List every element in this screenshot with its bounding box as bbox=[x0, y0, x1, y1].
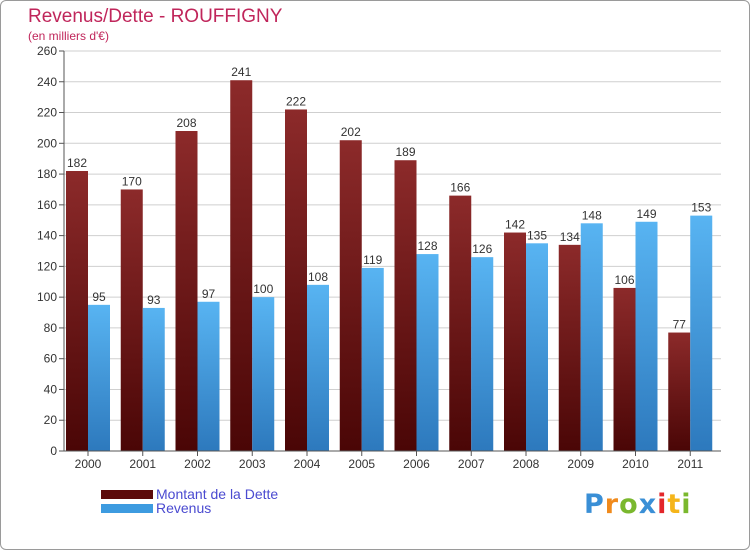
x-tick-label-2011: 2011 bbox=[677, 457, 703, 471]
x-tick-label-2003: 2003 bbox=[239, 457, 266, 471]
y-tick-label: 260 bbox=[37, 44, 57, 58]
data-label-revenus-2005: 119 bbox=[363, 253, 382, 267]
legend-swatch-debt bbox=[101, 490, 153, 499]
data-label-revenus-2000: 95 bbox=[92, 290, 106, 304]
y-tick-label: 20 bbox=[44, 413, 58, 427]
bar-revenus-2006 bbox=[416, 254, 439, 451]
bar-debt-2003 bbox=[230, 80, 253, 451]
chart-title: Revenus/Dette - ROUFFIGNY bbox=[28, 6, 283, 27]
proxiti-logo: Proxiti bbox=[584, 489, 692, 520]
bar-revenus-2009 bbox=[580, 223, 603, 451]
x-tick-label-2002: 2002 bbox=[184, 457, 211, 471]
data-label-revenus-2007: 126 bbox=[472, 242, 492, 256]
x-tick-label-2009: 2009 bbox=[567, 457, 594, 471]
bar-revenus-2010 bbox=[635, 221, 658, 451]
y-tick-label: 0 bbox=[50, 444, 57, 458]
bar-revenus-2011 bbox=[690, 215, 713, 451]
bar-debt-2008 bbox=[504, 232, 526, 451]
data-label-revenus-2006: 128 bbox=[417, 239, 437, 253]
data-label-debt-2001: 170 bbox=[122, 174, 142, 188]
bar-revenus-2008 bbox=[526, 243, 548, 451]
data-label-revenus-2008: 135 bbox=[527, 228, 547, 242]
chart-subtitle: (en milliers d'€) bbox=[28, 29, 109, 43]
y-tick-label: 200 bbox=[37, 136, 57, 150]
bar-debt-2009 bbox=[558, 244, 581, 451]
y-tick-label: 140 bbox=[37, 229, 57, 243]
bar-debt-2005 bbox=[339, 140, 362, 451]
data-label-debt-2002: 208 bbox=[176, 116, 196, 130]
bar-debt-2002 bbox=[175, 131, 198, 451]
data-label-debt-2011: 77 bbox=[673, 318, 687, 332]
bar-debt-2006 bbox=[394, 160, 417, 451]
bar-debt-2011 bbox=[668, 332, 691, 451]
data-label-debt-2003: 241 bbox=[231, 65, 251, 79]
bar-revenus-2005 bbox=[361, 267, 384, 451]
data-label-debt-2006: 189 bbox=[395, 145, 415, 159]
x-tick-label-2004: 2004 bbox=[294, 457, 321, 471]
legend-label-debt: Montant de la Dette bbox=[156, 486, 279, 502]
bar-revenus-2001 bbox=[142, 307, 165, 451]
bar-revenus-2000 bbox=[88, 304, 110, 451]
bar-debt-2001 bbox=[120, 189, 143, 451]
data-label-debt-2005: 202 bbox=[341, 125, 361, 139]
data-label-revenus-2010: 149 bbox=[636, 207, 656, 221]
y-tick-label: 40 bbox=[44, 382, 58, 396]
x-tick-label-2008: 2008 bbox=[513, 457, 540, 471]
y-tick-label: 80 bbox=[44, 321, 58, 335]
data-label-debt-2000: 182 bbox=[67, 156, 87, 170]
bar-debt-2004 bbox=[285, 109, 307, 451]
x-tick-label-2005: 2005 bbox=[348, 457, 375, 471]
legend-label-revenus: Revenus bbox=[156, 500, 212, 516]
x-tick-label-2007: 2007 bbox=[458, 457, 485, 471]
y-tick-label: 120 bbox=[37, 259, 57, 273]
data-label-revenus-2009: 148 bbox=[582, 208, 602, 222]
bar-revenus-2002 bbox=[197, 301, 220, 451]
data-label-debt-2004: 222 bbox=[286, 94, 306, 108]
data-label-debt-2008: 142 bbox=[505, 218, 525, 232]
y-tick-label: 220 bbox=[37, 106, 57, 120]
bar-revenus-2004 bbox=[307, 284, 329, 451]
data-label-debt-2009: 134 bbox=[560, 230, 580, 244]
y-tick-label: 160 bbox=[37, 198, 57, 212]
x-tick-label-2006: 2006 bbox=[403, 457, 430, 471]
data-label-debt-2007: 166 bbox=[450, 181, 470, 195]
y-tick-label: 100 bbox=[37, 290, 57, 304]
bar-revenus-2007 bbox=[471, 257, 494, 451]
data-label-revenus-2004: 108 bbox=[308, 270, 328, 284]
data-label-revenus-2002: 97 bbox=[202, 287, 216, 301]
legend-swatch-revenus bbox=[101, 504, 153, 513]
y-tick-label: 240 bbox=[37, 75, 57, 89]
x-tick-label-2001: 2001 bbox=[129, 457, 156, 471]
bar-debt-2010 bbox=[613, 287, 636, 451]
bar-debt-2007 bbox=[449, 195, 472, 451]
data-label-revenus-2001: 93 bbox=[147, 293, 161, 307]
x-tick-label-2000: 2000 bbox=[75, 457, 102, 471]
data-label-revenus-2003: 100 bbox=[253, 282, 273, 296]
data-label-debt-2010: 106 bbox=[614, 273, 634, 287]
data-label-revenus-2011: 153 bbox=[691, 201, 711, 215]
x-tick-label-2010: 2010 bbox=[622, 457, 649, 471]
bar-debt-2000 bbox=[66, 171, 88, 451]
y-tick-label: 60 bbox=[44, 352, 58, 366]
y-tick-label: 180 bbox=[37, 167, 57, 181]
bar-revenus-2003 bbox=[252, 297, 275, 451]
